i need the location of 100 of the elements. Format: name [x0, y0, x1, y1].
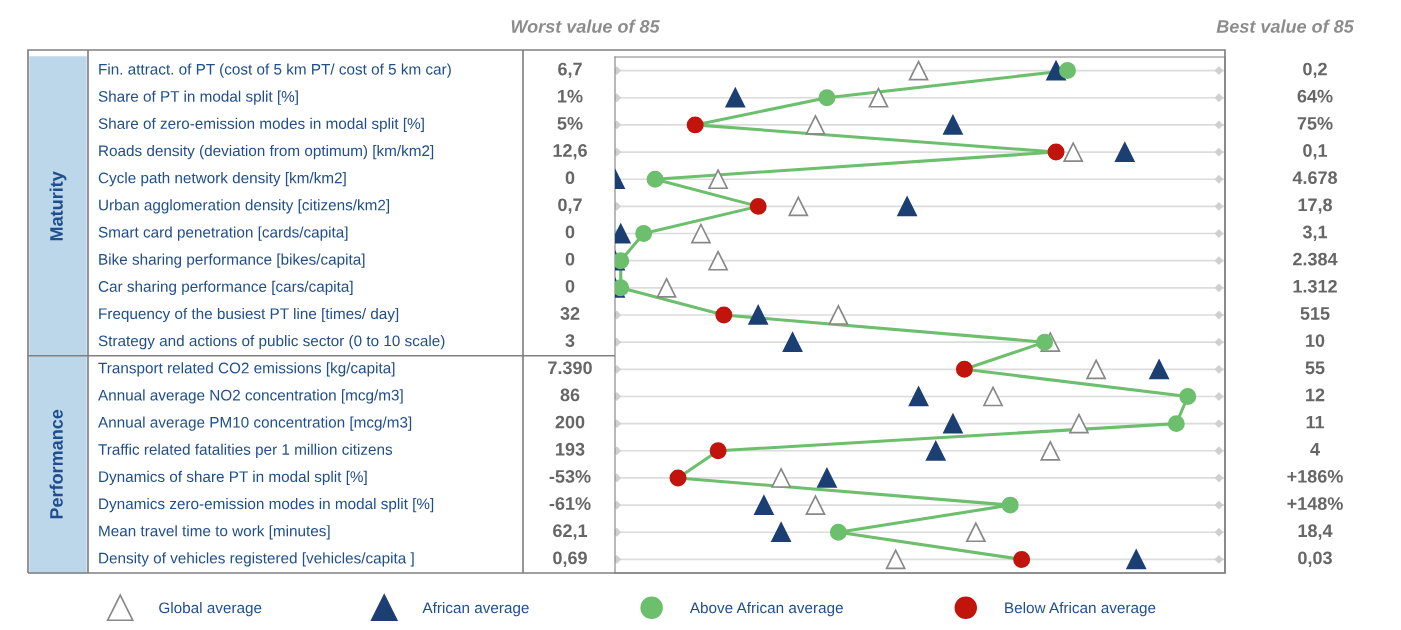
point	[1047, 143, 1065, 161]
y-tick-label: Traffic related fatalities per 1 million citizens	[98, 443, 393, 458]
point	[805, 115, 826, 135]
text: +148%	[1287, 497, 1343, 510]
text: 6,7	[558, 62, 582, 79]
point	[1069, 413, 1089, 434]
y-tick-label: Dynamics of share PT in modal split [%]	[99, 470, 367, 486]
point	[908, 60, 929, 81]
point	[943, 115, 963, 135]
point	[829, 523, 847, 541]
text: 10	[1306, 334, 1325, 347]
y-tick-label: Annual average NO2 concentration [mcg/m3]	[98, 389, 403, 404]
text: 0	[565, 171, 575, 185]
y-tick-label: Frequency of the busiest PT line [times/ day]	[99, 307, 399, 323]
text: 12	[1306, 388, 1325, 402]
point	[817, 468, 837, 488]
text: 75%	[1297, 117, 1333, 130]
y-tick-label: Roads density (deviation from optimum) [km/km2]	[99, 144, 434, 160]
point	[1001, 496, 1019, 514]
text: Performance	[49, 409, 63, 519]
point	[908, 386, 929, 407]
point	[1013, 550, 1031, 568]
text: 3,1	[1302, 225, 1328, 241]
point	[1114, 142, 1135, 162]
text: Maturity	[49, 171, 67, 241]
text: 0,7	[558, 198, 582, 214]
text: 0,03	[1298, 551, 1332, 567]
point	[1126, 549, 1147, 570]
point	[646, 170, 664, 188]
text: +186%	[1287, 470, 1343, 483]
y-tick-label: Urban agglomeration density [citizens/km2]	[99, 199, 390, 214]
point	[1059, 62, 1076, 80]
point	[828, 305, 849, 325]
point	[669, 469, 687, 487]
point	[1167, 415, 1185, 433]
text: 55	[1305, 361, 1325, 375]
point	[955, 360, 973, 378]
point	[656, 277, 677, 298]
text: 1%	[558, 89, 583, 103]
text: 0,1	[1303, 144, 1328, 160]
point	[1149, 359, 1169, 380]
text: 5%	[557, 117, 583, 130]
text: 18,4	[1298, 524, 1333, 540]
point	[1086, 359, 1106, 380]
point	[708, 169, 728, 190]
point	[868, 87, 889, 108]
point	[1179, 387, 1197, 405]
legend-label: Below African average	[1005, 602, 1156, 617]
point	[897, 196, 917, 217]
point	[709, 442, 727, 460]
y-tick-label: Transport related CO2 emissions [kg/capita]	[98, 362, 395, 377]
y-tick-label: Dynamics zero-emission modes in modal split [%]	[99, 497, 434, 513]
text: 32	[560, 307, 580, 320]
point	[771, 468, 791, 488]
text: 4	[1310, 443, 1320, 456]
text: 0	[565, 252, 575, 266]
text: 0	[565, 225, 575, 239]
text: 3	[565, 334, 575, 348]
text: 17,8	[1298, 198, 1333, 214]
point	[615, 279, 630, 297]
point	[805, 495, 826, 515]
y-tick-label: Bike sharing performance [bikes/capita]	[99, 253, 365, 268]
y-tick-label: Share of zero-emission modes in modal split [%]	[98, 117, 424, 133]
point	[749, 197, 767, 215]
point	[691, 223, 711, 244]
text: 64%	[1297, 89, 1333, 103]
text: Worst value of 85	[511, 19, 660, 33]
point	[782, 332, 803, 353]
point	[686, 116, 704, 134]
text: 200	[555, 415, 585, 429]
point	[885, 549, 906, 570]
text: 0,2	[1303, 62, 1327, 79]
text: Best value of 85	[1216, 19, 1354, 33]
y-tick-label: Fin. attract. of PT (cost of 5 km PT/ cost of 5 km car)	[99, 63, 451, 78]
text: 11	[1306, 415, 1325, 429]
point	[1040, 440, 1061, 461]
point	[715, 306, 733, 324]
legend-label: Global average	[159, 602, 262, 617]
point	[748, 305, 769, 325]
point	[1036, 333, 1054, 351]
text: 515	[1300, 307, 1330, 320]
text: 193	[556, 442, 585, 456]
y-tick-label: Density of vehicles registered [vehicles/capita ]	[99, 552, 414, 567]
text: 0,69	[553, 551, 587, 567]
point	[615, 252, 630, 270]
text: 86	[560, 388, 580, 402]
point	[818, 89, 836, 107]
text: -61%	[549, 497, 591, 510]
text: 0	[565, 279, 575, 293]
text: 1.312	[1293, 279, 1337, 293]
point	[925, 440, 946, 461]
point	[754, 495, 774, 515]
text: 12,6	[553, 144, 587, 160]
y-tick-label: Cycle path network density [km/km2]	[98, 172, 346, 187]
text: 7.390	[548, 361, 592, 375]
point	[725, 87, 746, 108]
y-tick-label: Strategy and actions of public sector (0 to 10 scale)	[98, 335, 445, 350]
text: 62,1	[553, 524, 588, 540]
point	[1063, 142, 1084, 162]
point	[635, 225, 653, 243]
